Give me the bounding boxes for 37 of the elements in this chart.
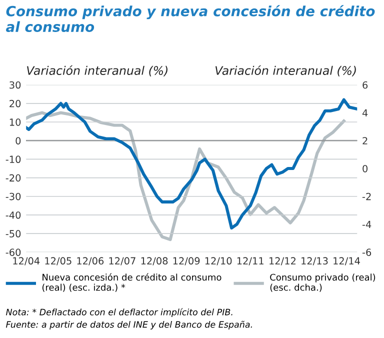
y-axis-title: Variación interanual (%)	[27, 65, 168, 76]
x-tick-label: 12/09	[173, 257, 200, 266]
y2-tick-label: 2	[362, 137, 368, 144]
x-tick-label: 12/04	[13, 257, 40, 266]
y-tick-label: 10	[10, 118, 21, 126]
line-series	[26, 98, 358, 230]
x-tick-label: 12/12	[270, 257, 296, 266]
x-tick-label: 12/08	[141, 257, 168, 266]
y2-tick-label: 6	[362, 81, 368, 89]
x-tick-label: 12/14	[334, 257, 360, 266]
source-note: Fuente: a partir de datos del INE y del Banco de España.	[6, 320, 252, 330]
y-tick-label: -30	[6, 192, 21, 200]
x-tick-label: 12/11	[237, 257, 264, 266]
x-tick-label: 12/06	[77, 257, 104, 266]
y-tick-label: 30	[10, 81, 21, 89]
y-tick-label: 20	[10, 100, 21, 108]
y-tick-label: -10	[6, 156, 21, 164]
y-tick-label: -60	[6, 248, 21, 256]
text: Nota: * Deflactado con el deflactor implícito del PIB.	[6, 308, 232, 318]
legend-label: Consumo privado (real) (esc. dcha.)	[270, 274, 376, 292]
x-tick-label: 12/13	[302, 257, 328, 266]
chart-title: Consumo privado y nueva concesión de crédito al consumo	[6, 5, 375, 32]
legend-label: Nueva concesión de crédito al consumo (real) (esc. izda.) *	[42, 273, 222, 292]
y2-tick-label: 0	[362, 164, 368, 172]
y-tick-label: -40	[6, 211, 21, 219]
y2-tick-label: -2	[362, 192, 371, 200]
y2-axis-title: Variación interanual (%)	[215, 65, 356, 76]
x-tick-label: 12/05	[45, 257, 72, 266]
y2-tick-label: -4	[362, 220, 372, 228]
y-tick-label: -50	[6, 230, 21, 238]
x-tick-label: 12/07	[109, 257, 136, 266]
y2-tick-label: 4	[362, 109, 368, 116]
x-tick-label: 12/10	[205, 257, 232, 266]
y2-tick-label: -6	[362, 248, 372, 256]
line-series	[26, 111, 346, 242]
y-tick-label: 0	[16, 137, 21, 144]
y-tick-label: -20	[6, 174, 21, 182]
